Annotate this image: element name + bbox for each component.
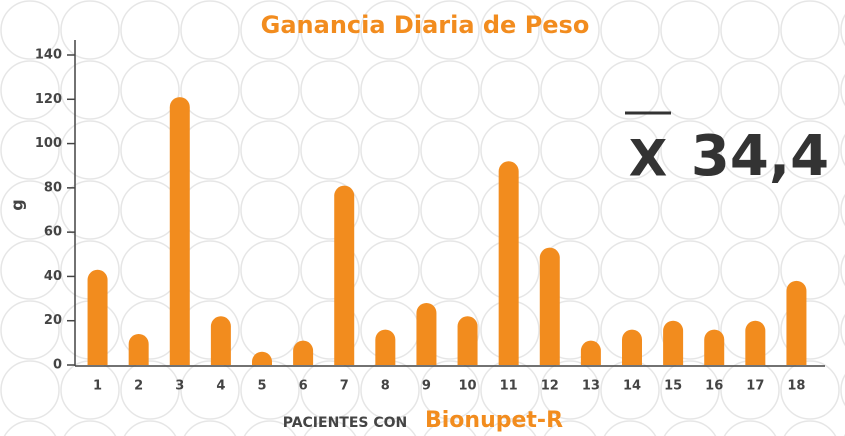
bar xyxy=(539,247,560,365)
brand: Bionupet-R xyxy=(425,408,563,433)
x-tick-label: 16 xyxy=(705,379,723,394)
bar xyxy=(128,334,149,365)
bar xyxy=(334,185,355,365)
y-tick-label: 60 xyxy=(44,225,62,240)
x-tick-label: 7 xyxy=(340,379,349,394)
x-tick-label: 6 xyxy=(299,379,308,394)
y-tick-label: 20 xyxy=(44,313,62,328)
x-tick-label: 17 xyxy=(746,379,764,394)
bar xyxy=(580,340,601,365)
x-tick-label: 3 xyxy=(175,379,184,394)
bar xyxy=(416,303,437,365)
bar xyxy=(622,329,642,365)
x-tick-label: 15 xyxy=(664,379,682,394)
x-tick-label: 10 xyxy=(459,379,477,394)
x-tick-label: 12 xyxy=(541,379,559,394)
bar xyxy=(293,340,314,365)
bar xyxy=(663,320,684,365)
x-tick-label: 14 xyxy=(623,379,641,394)
y-tick-label: 80 xyxy=(44,180,62,195)
bar xyxy=(745,320,766,365)
mean-symbol: X xyxy=(629,130,668,188)
mean-value: 34,4 xyxy=(691,124,829,189)
chart-title: Ganancia Diaria de Peso xyxy=(261,11,590,39)
x-tick-label: 4 xyxy=(216,379,225,394)
bar xyxy=(169,97,190,366)
y-tick-label: 100 xyxy=(35,136,62,151)
x-axis-label: PACIENTES CON xyxy=(283,415,408,431)
x-tick-label: 13 xyxy=(582,379,600,394)
bar xyxy=(704,329,725,365)
x-tick-label: 8 xyxy=(381,379,390,394)
bar xyxy=(786,280,807,365)
bar xyxy=(375,329,396,365)
bar xyxy=(87,269,108,365)
x-tick-label: 9 xyxy=(422,379,431,394)
x-tick-label: 11 xyxy=(500,379,518,394)
y-tick-label: 120 xyxy=(35,92,62,107)
y-axis-label: g xyxy=(8,199,27,210)
x-tick-label: 2 xyxy=(134,379,143,394)
x-tick-label: 5 xyxy=(257,379,266,394)
bar xyxy=(210,316,231,365)
y-tick-label: 40 xyxy=(44,269,62,284)
y-tick-label: 140 xyxy=(35,48,62,63)
y-tick-label: 0 xyxy=(53,358,62,373)
bar xyxy=(498,161,519,365)
x-tick-label: 1 xyxy=(93,379,102,394)
bar xyxy=(457,316,478,365)
x-tick-label: 18 xyxy=(787,379,805,394)
bar xyxy=(252,351,272,365)
